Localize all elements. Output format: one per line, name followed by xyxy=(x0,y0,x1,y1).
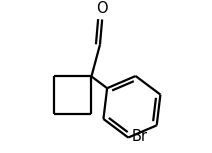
Text: Br: Br xyxy=(131,129,147,144)
Text: O: O xyxy=(96,1,108,16)
